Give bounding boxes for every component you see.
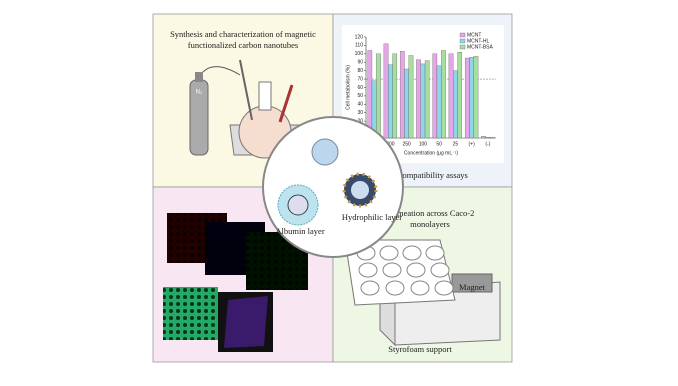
bar [441, 50, 446, 139]
bar [457, 52, 463, 139]
y-tick-label: 120 [355, 34, 364, 40]
mcnt-particle [311, 138, 339, 166]
needle [239, 59, 253, 121]
bar [448, 53, 454, 139]
y-tick-label: 50 [357, 93, 363, 99]
cylinder-valve [195, 72, 203, 82]
bar [388, 64, 393, 139]
x-tick-label: 50 [436, 141, 442, 147]
hydrophilic-core [351, 181, 369, 199]
bar [392, 53, 398, 139]
legend-label: MCNT-BSA [467, 44, 494, 50]
center-circle [262, 116, 404, 258]
bar [367, 50, 373, 139]
hydrophilic-label: Hydrophilic layer [342, 212, 402, 222]
bar-chart: 0102030405060708090100110120Cell metabol… [345, 32, 496, 156]
x-axis-label: Concentration (µg mL⁻¹) [404, 150, 458, 156]
tubing [202, 66, 241, 76]
y-tick-label: 40 [357, 102, 363, 108]
bar [408, 55, 414, 139]
y-tick-label: 70 [357, 76, 363, 82]
panel-title: functionalized carbon nanotubes [188, 40, 298, 50]
y-tick-label: 110 [355, 43, 363, 49]
panel-title: Synthesis and characterization of magnet… [170, 29, 316, 39]
x-tick-label: (+) [469, 141, 476, 147]
bar [473, 56, 479, 139]
bar [481, 136, 486, 139]
y-tick-label: 60 [357, 85, 363, 91]
panel-title: Permeation across Caco-2 [386, 208, 475, 218]
y-tick-label: 80 [357, 68, 363, 74]
bar [399, 51, 405, 139]
x-tick-label: (-) [485, 141, 490, 147]
legend-swatch [459, 38, 466, 44]
bar [453, 70, 458, 139]
bar [432, 53, 438, 139]
magnet [451, 273, 493, 293]
bar [376, 53, 381, 139]
bar [404, 68, 409, 139]
bar [383, 43, 389, 139]
albumin-label: Albumin layer [275, 226, 325, 236]
micrograph-3d-slab [224, 296, 268, 348]
bar [469, 57, 474, 139]
panel-title: Cytocompatibility assays [382, 170, 468, 180]
micrograph-merge-cells [163, 287, 218, 340]
thermometer [278, 84, 294, 123]
legend-swatch [459, 44, 466, 50]
bar [416, 59, 421, 139]
albumin-core [287, 194, 309, 216]
y-axis-label: Cell metabolism (%) [345, 65, 351, 110]
gas-label: N₂ [196, 90, 203, 96]
bar [464, 57, 470, 139]
legend-label: MCNT-HL [467, 38, 489, 44]
bar [489, 137, 495, 139]
flask-neck [258, 81, 272, 111]
x-tick-label: 250 [402, 141, 411, 147]
bar [436, 65, 442, 139]
support-label: Styrofoam support [388, 344, 452, 354]
legend-label: MCNT [467, 32, 481, 38]
x-tick-label: 25 [453, 141, 459, 147]
y-tick-label: 100 [355, 51, 364, 57]
x-tick-label: 100 [419, 141, 428, 147]
legend-swatch [459, 32, 466, 38]
magnet-label: Magnet [459, 282, 486, 292]
y-tick-label: 30 [357, 110, 363, 116]
bar [485, 137, 491, 139]
bar [424, 60, 430, 139]
bar [420, 63, 426, 139]
panel-title: monolayers [410, 219, 450, 229]
y-tick-label: 90 [357, 60, 363, 66]
x-tick-label: 400 [386, 141, 395, 147]
